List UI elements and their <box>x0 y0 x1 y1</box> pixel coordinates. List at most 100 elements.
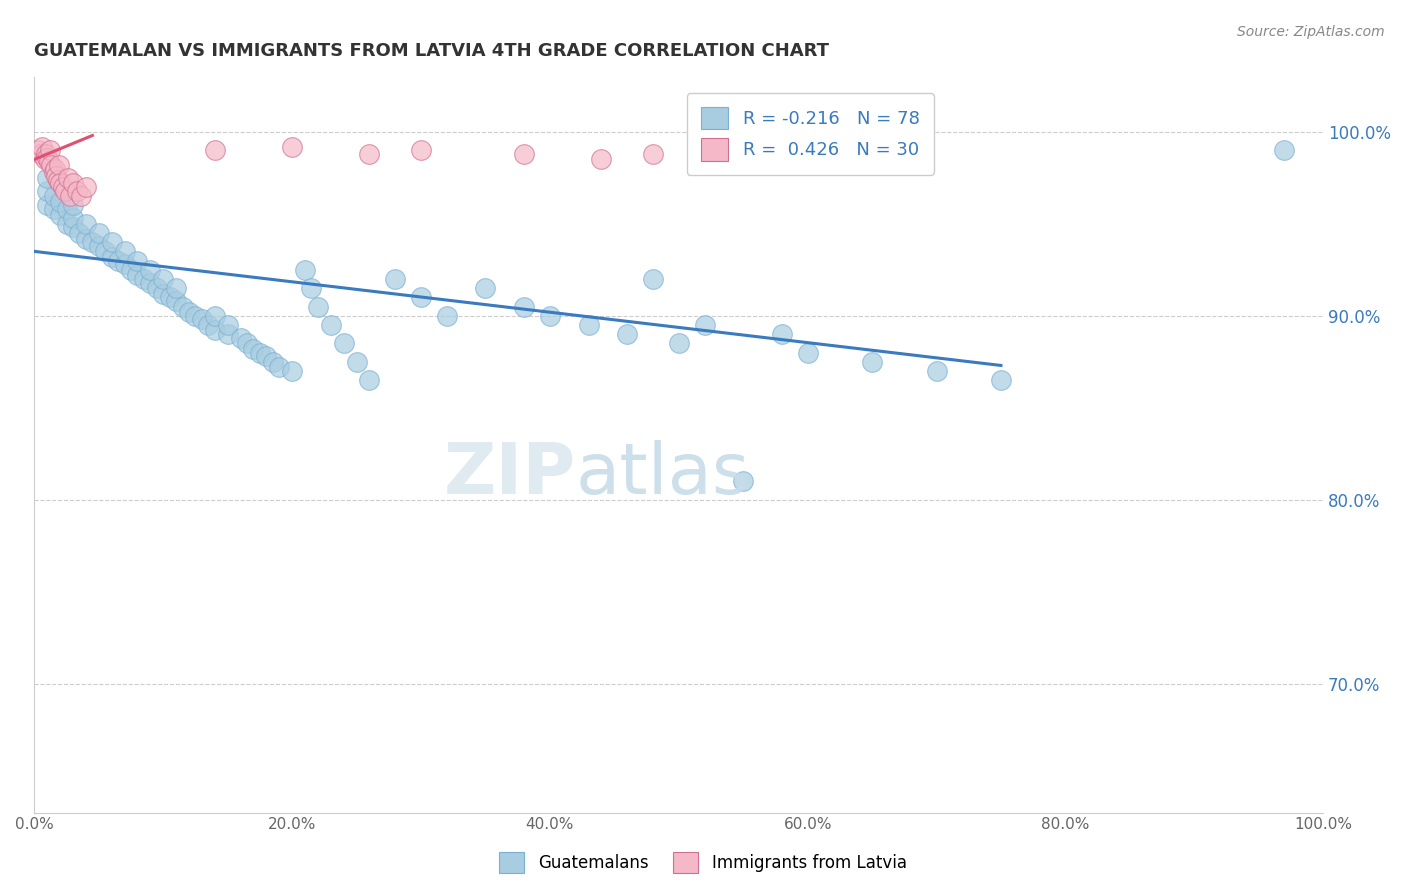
Point <box>55 217 77 231</box>
Point <box>159 290 181 304</box>
Point <box>1274 143 1296 157</box>
Point <box>197 318 219 332</box>
Point <box>62 211 84 226</box>
Point <box>62 220 84 235</box>
Point <box>87 239 110 253</box>
Point <box>132 272 155 286</box>
Point <box>384 272 406 286</box>
Point <box>301 281 323 295</box>
Point <box>346 355 368 369</box>
Point <box>172 300 194 314</box>
Point <box>513 146 536 161</box>
Text: GUATEMALAN VS IMMIGRANTS FROM LATVIA 4TH GRADE CORRELATION CHART: GUATEMALAN VS IMMIGRANTS FROM LATVIA 4TH… <box>34 42 830 60</box>
Point <box>307 300 329 314</box>
Point <box>319 318 342 332</box>
Point <box>152 286 174 301</box>
Point <box>294 262 316 277</box>
Point <box>114 257 136 271</box>
Point <box>75 231 97 245</box>
Point <box>165 281 187 295</box>
Point <box>693 318 716 332</box>
Point <box>27 143 49 157</box>
Point <box>62 176 84 190</box>
Point <box>37 198 59 212</box>
Point <box>46 172 69 186</box>
Point <box>242 342 264 356</box>
Point <box>35 146 58 161</box>
Text: Source: ZipAtlas.com: Source: ZipAtlas.com <box>1237 25 1385 39</box>
Point <box>94 244 117 259</box>
Point <box>42 165 65 179</box>
Point <box>38 154 60 169</box>
Point <box>37 184 59 198</box>
Point <box>100 235 122 250</box>
Point <box>217 318 239 332</box>
Point <box>409 143 432 157</box>
Point <box>53 184 76 198</box>
Point <box>59 189 82 203</box>
Point <box>770 327 793 342</box>
Point <box>55 202 77 216</box>
Point <box>34 153 56 167</box>
Point <box>62 198 84 212</box>
Point <box>990 373 1012 387</box>
Point <box>538 309 561 323</box>
Point <box>177 305 200 319</box>
Point <box>37 170 59 185</box>
Point <box>641 272 664 286</box>
Point <box>204 143 226 157</box>
Point <box>359 146 381 161</box>
Point <box>409 290 432 304</box>
Point <box>139 276 162 290</box>
Legend: Guatemalans, Immigrants from Latvia: Guatemalans, Immigrants from Latvia <box>492 846 914 880</box>
Point <box>925 364 948 378</box>
Point <box>641 146 664 161</box>
Point <box>49 176 72 190</box>
Legend: R = -0.216   N = 78, R =  0.426   N = 30: R = -0.216 N = 78, R = 0.426 N = 30 <box>686 93 934 175</box>
Point <box>204 324 226 338</box>
Point <box>39 158 62 172</box>
Point <box>48 158 70 172</box>
Point <box>87 226 110 240</box>
Point <box>42 202 65 216</box>
Point <box>229 331 252 345</box>
Point <box>332 336 354 351</box>
Point <box>69 189 91 203</box>
Point <box>236 336 259 351</box>
Point <box>75 180 97 194</box>
Point <box>474 281 496 295</box>
Point <box>49 194 72 209</box>
Point <box>69 226 91 240</box>
Point <box>139 262 162 277</box>
Point <box>262 355 284 369</box>
Point <box>42 189 65 203</box>
Point <box>254 349 277 363</box>
Point <box>733 475 755 489</box>
Point <box>31 139 53 153</box>
Point <box>591 153 613 167</box>
Point <box>100 250 122 264</box>
Point <box>436 309 458 323</box>
Point <box>249 345 271 359</box>
Point <box>127 253 149 268</box>
Point <box>152 272 174 286</box>
Point <box>66 184 89 198</box>
Text: ZIP: ZIP <box>443 440 575 508</box>
Point <box>56 170 79 185</box>
Point <box>184 309 207 323</box>
Point <box>204 309 226 323</box>
Point <box>114 244 136 259</box>
Point <box>281 139 304 153</box>
Point <box>359 373 381 387</box>
Point <box>860 355 883 369</box>
Point <box>45 169 67 183</box>
Point <box>38 143 60 157</box>
Point <box>127 268 149 283</box>
Point <box>668 336 690 351</box>
Point <box>107 253 129 268</box>
Point <box>191 312 214 326</box>
Point <box>513 300 536 314</box>
Point <box>578 318 600 332</box>
Text: atlas: atlas <box>575 440 749 508</box>
Point <box>796 345 818 359</box>
